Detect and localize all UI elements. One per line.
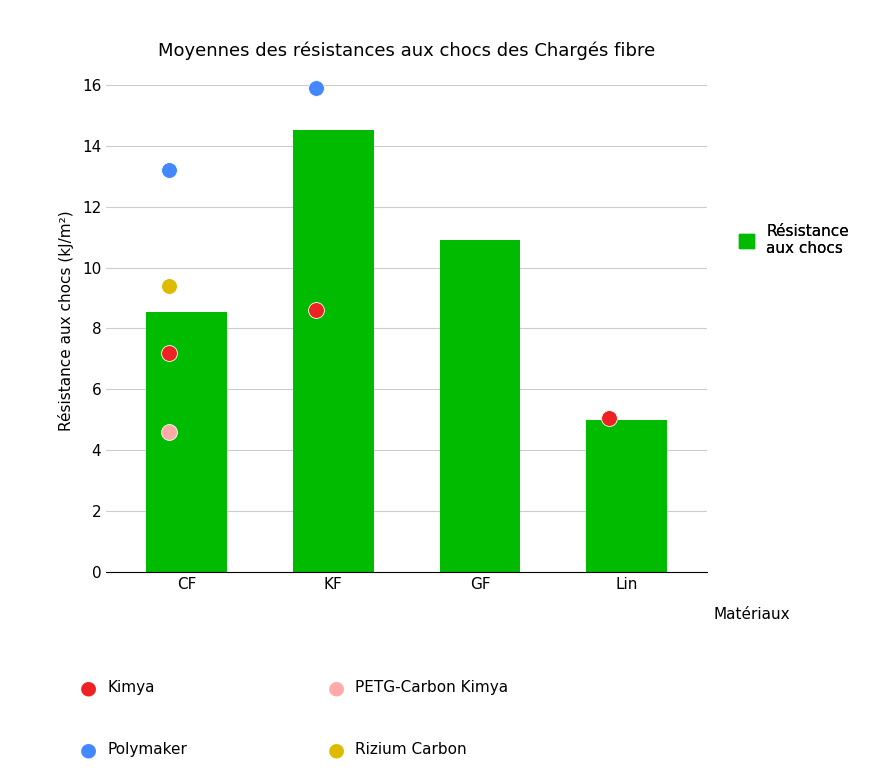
- Point: [309, 82, 323, 94]
- Point: [602, 412, 616, 424]
- Point: [162, 280, 176, 292]
- Text: ●: ●: [80, 741, 97, 759]
- Text: Rizium Carbon: Rizium Carbon: [355, 742, 467, 758]
- Bar: [586, 420, 667, 572]
- Bar: [439, 240, 521, 572]
- Point: [162, 426, 176, 438]
- Text: Polymaker: Polymaker: [108, 742, 187, 758]
- Text: Matériaux: Matériaux: [713, 608, 789, 622]
- Point: [162, 346, 176, 359]
- Text: ●: ●: [327, 741, 345, 759]
- Point: [162, 164, 176, 176]
- Point: [309, 304, 323, 316]
- Title: Moyennes des résistances aux chocs des Chargés fibre: Moyennes des résistances aux chocs des C…: [158, 41, 655, 60]
- Legend: Résistance
aux chocs: Résistance aux chocs: [733, 218, 856, 263]
- Y-axis label: Résistance aux chocs (kJ/m²): Résistance aux chocs (kJ/m²): [57, 210, 73, 431]
- Text: ●: ●: [327, 679, 345, 697]
- Text: Kimya: Kimya: [108, 680, 156, 696]
- Bar: [293, 131, 374, 572]
- Bar: [147, 312, 227, 572]
- Text: ●: ●: [80, 679, 97, 697]
- Text: PETG-Carbon Kimya: PETG-Carbon Kimya: [355, 680, 508, 696]
